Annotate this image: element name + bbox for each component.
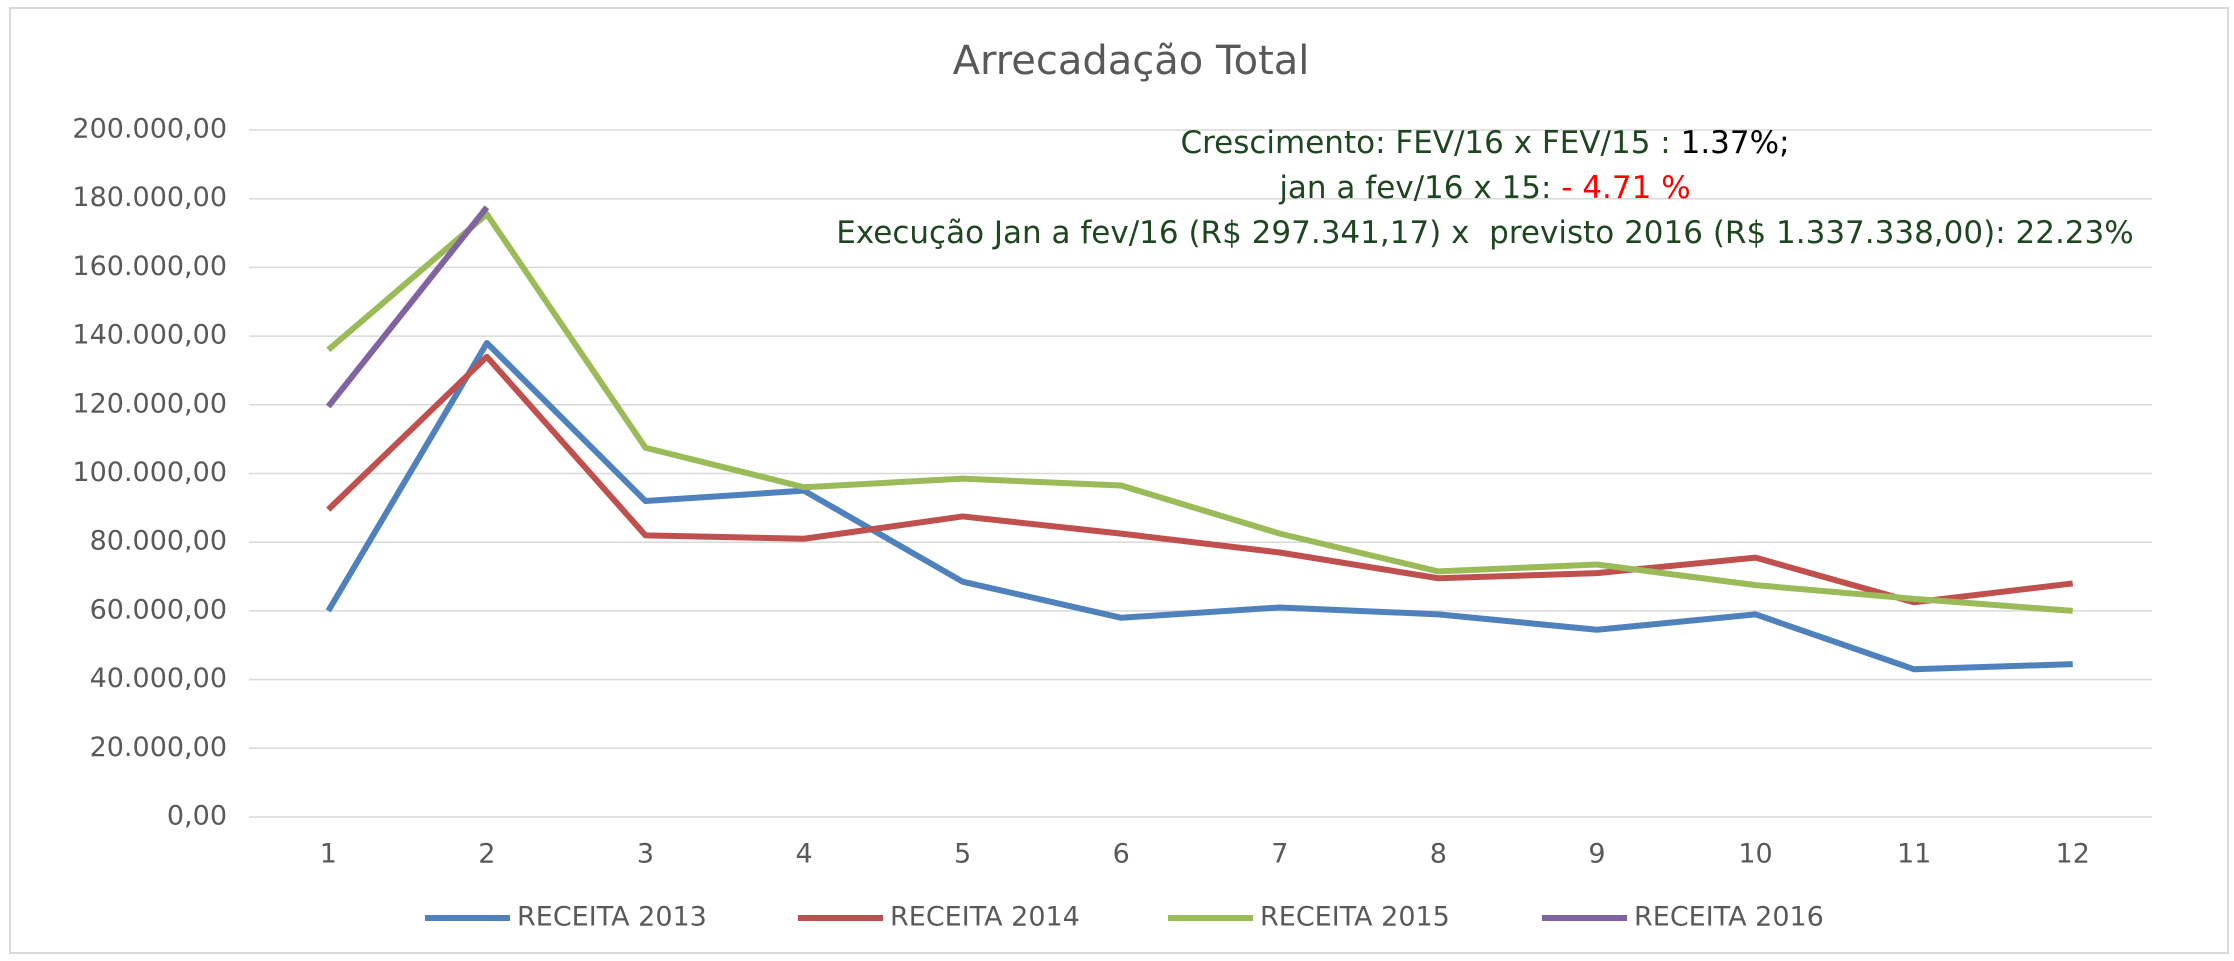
y-tick-label: 200.000,00 (72, 114, 227, 145)
y-tick-label: 40.000,00 (90, 663, 227, 694)
x-tick-label: 2 (478, 839, 495, 870)
annotation: Crescimento: FEV/16 x FEV/15 : 1.37%; (1180, 125, 1789, 161)
x-tick-label: 11 (1897, 839, 1931, 870)
y-tick-label: 0,00 (167, 801, 227, 832)
legend-label: RECEITA 2014 (890, 902, 1080, 933)
legend-label: RECEITA 2013 (517, 902, 707, 933)
annotation-part: Crescimento: FEV/16 x FEV/15 : (1180, 125, 1680, 161)
y-tick-label: 80.000,00 (90, 526, 227, 557)
annotation-part: - 4.71 % (1561, 170, 1690, 206)
x-tick-label: 4 (795, 839, 812, 870)
x-tick-label: 1 (320, 839, 337, 870)
x-tick-label: 10 (1738, 839, 1772, 870)
y-tick-label: 20.000,00 (90, 732, 227, 763)
series-line (325, 339, 2073, 673)
annotation: Execução Jan a fev/16 (R$ 297.341,17) x … (836, 215, 2133, 251)
annotation: jan a fev/16 x 15: - 4.71 % (1278, 170, 1690, 206)
x-tick-label: 12 (2056, 839, 2090, 870)
y-tick-label: 120.000,00 (72, 388, 227, 419)
series-line (325, 205, 490, 409)
annotation-part: jan a fev/16 x 15: (1278, 170, 1561, 206)
y-tick-label: 100.000,00 (72, 457, 227, 488)
y-tick-label: 60.000,00 (90, 594, 227, 625)
annotation-part: Execução Jan a fev/16 (R$ 297.341,17) x … (836, 215, 2133, 251)
x-tick-label: 5 (954, 839, 971, 870)
y-tick-label: 160.000,00 (72, 251, 227, 282)
chart-frame (9, 7, 2229, 954)
x-tick-label: 3 (637, 839, 654, 870)
chart-title: Arrecadação Total (953, 38, 1310, 84)
x-tick-label: 7 (1271, 839, 1288, 870)
y-tick-label: 180.000,00 (72, 182, 227, 213)
x-tick-label: 6 (1113, 839, 1130, 870)
legend-label: RECEITA 2016 (1634, 902, 1824, 933)
y-tick-label: 140.000,00 (72, 320, 227, 351)
annotation-part: 1.37%; (1681, 125, 1790, 161)
series-line (326, 211, 2073, 614)
x-tick-label: 8 (1430, 839, 1447, 870)
x-tick-label: 9 (1588, 839, 1605, 870)
legend-label: RECEITA 2015 (1260, 902, 1450, 933)
series-line (326, 353, 2074, 606)
